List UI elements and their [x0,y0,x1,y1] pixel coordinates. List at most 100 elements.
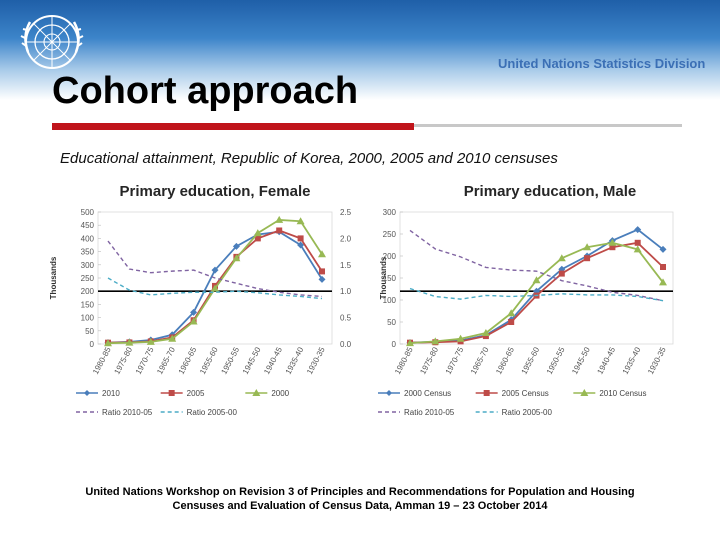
data-point [660,264,666,270]
data-point [297,241,305,249]
series-line [107,240,323,298]
data-point [659,245,667,253]
data-point [211,266,219,274]
chart-legend: 2010 2005 2000 Ratio 2010-05 Ratio 2005-00 [76,389,290,417]
legend-marker [483,390,490,396]
series-ratio-2010-05 [409,229,664,302]
data-point [609,244,616,251]
data-point [456,334,465,342]
x-tick-label: 1980-85 [91,345,113,376]
data-point [406,339,414,347]
data-point [633,245,642,253]
header-banner [0,0,720,100]
data-point [431,337,440,345]
x-tick-label: 1950-55 [219,345,241,376]
x-tick-label: 1945-50 [241,345,263,376]
y-tick-label: 200 [383,252,397,261]
x-tick-label: 1940-45 [595,345,617,376]
y-tick-label: 350 [81,248,95,257]
y2-tick-label: 1.5 [340,261,352,270]
x-tick-label: 1970-75 [134,345,156,376]
legend-label: 2000 Census [404,389,451,398]
y-tick-label: 400 [81,234,95,243]
y-tick-label: 500 [81,208,95,217]
x-tick-label: 1970-75 [444,345,466,376]
un-logo-icon [20,15,84,69]
data-point [190,308,198,316]
x-tick-label: 1950-55 [545,345,567,376]
y-axis-label: Thousands [379,256,388,299]
data-point [253,229,262,237]
legend-label: Ratio 2010-05 [404,408,455,417]
x-tick-label: 1965-70 [155,345,177,376]
x-tick-label: 1965-70 [469,345,491,376]
data-point [232,242,240,250]
data-point [319,268,325,275]
x-tick-label: 1975-80 [418,345,440,376]
y-tick-label: 450 [81,221,95,230]
chart-panel-1: Primary education, Female Thousands 0 50 100… [49,183,352,417]
charts-svg: Primary education, Female Thousands 0 50 100… [49,183,693,417]
y2-tick-label: 0.0 [340,340,352,349]
y-tick-label: 150 [81,300,95,309]
y-tick-label: 0 [392,340,397,349]
data-point [104,339,112,347]
legend-marker [252,389,261,396]
footer-line-2: Censuses and Evaluation of Census Data, … [172,500,548,512]
x-tick-label: 1955-60 [198,345,220,376]
x-tick-label: 1975-80 [112,345,134,376]
legend-marker [168,390,175,396]
y-tick-label: 100 [383,296,397,305]
footer-text: United Nations Workshop on Revision 3 of… [40,485,680,513]
x-tick-label: 1935-40 [621,345,643,376]
y2-tick-label: 1.0 [340,287,352,296]
x-tick-label: 1930-35 [305,345,327,376]
x-tick-label: 1960-65 [177,345,199,376]
series-ratio-2005-00 [107,277,323,300]
legend-label: 2005 [187,389,205,398]
data-point [276,227,283,234]
data-point [189,317,198,325]
data-point [584,255,591,262]
data-point [659,278,667,286]
data-point [232,254,241,262]
data-point [211,284,219,292]
data-point [634,239,641,246]
legend-label: Ratio 2005-00 [502,408,553,417]
y-axis-label: Thousands [50,256,58,299]
x-tick-label: 1935-40 [284,345,306,376]
data-point [146,337,155,345]
series-2000 [104,215,326,347]
data-point [275,215,284,223]
data-point [318,275,326,283]
x-tick-label: 1960-65 [494,345,516,376]
x-tick-label: 1930-35 [646,345,668,376]
chart-title: Primary education, Female [120,183,311,200]
data-point [297,235,304,242]
y-tick-label: 50 [387,318,396,327]
legend-label: 2005 Census [502,389,549,398]
legend-marker [386,390,392,396]
data-point [481,329,490,336]
data-point [583,243,592,251]
series-ratio-2005-00 [409,287,664,302]
chart-panel-2: Primary education, Male Thousands 0 50 100 15… [378,183,693,417]
data-point [558,270,565,277]
y-tick-label: 50 [85,327,94,336]
data-point [558,265,566,273]
series-ratio-2010-05 [107,240,323,298]
series-line [107,277,323,300]
chart-title: Primary education, Male [464,183,637,200]
data-point [168,334,177,342]
y-tick-label: 0 [90,340,95,349]
data-point [296,217,305,225]
x-tick-label: 1940-45 [262,345,284,376]
data-point [318,250,326,258]
y2-tick-label: 2.0 [340,234,352,243]
legend-label: Ratio 2010-05 [102,408,153,417]
legend-marker [580,389,589,396]
y-tick-label: 300 [81,261,95,270]
charts-container: Primary education, Female Thousands 0 50 100… [49,176,693,426]
slide-subtitle: Educational attainment, Republic of Kore… [60,150,558,167]
slide-title: Cohort approach [52,70,359,112]
